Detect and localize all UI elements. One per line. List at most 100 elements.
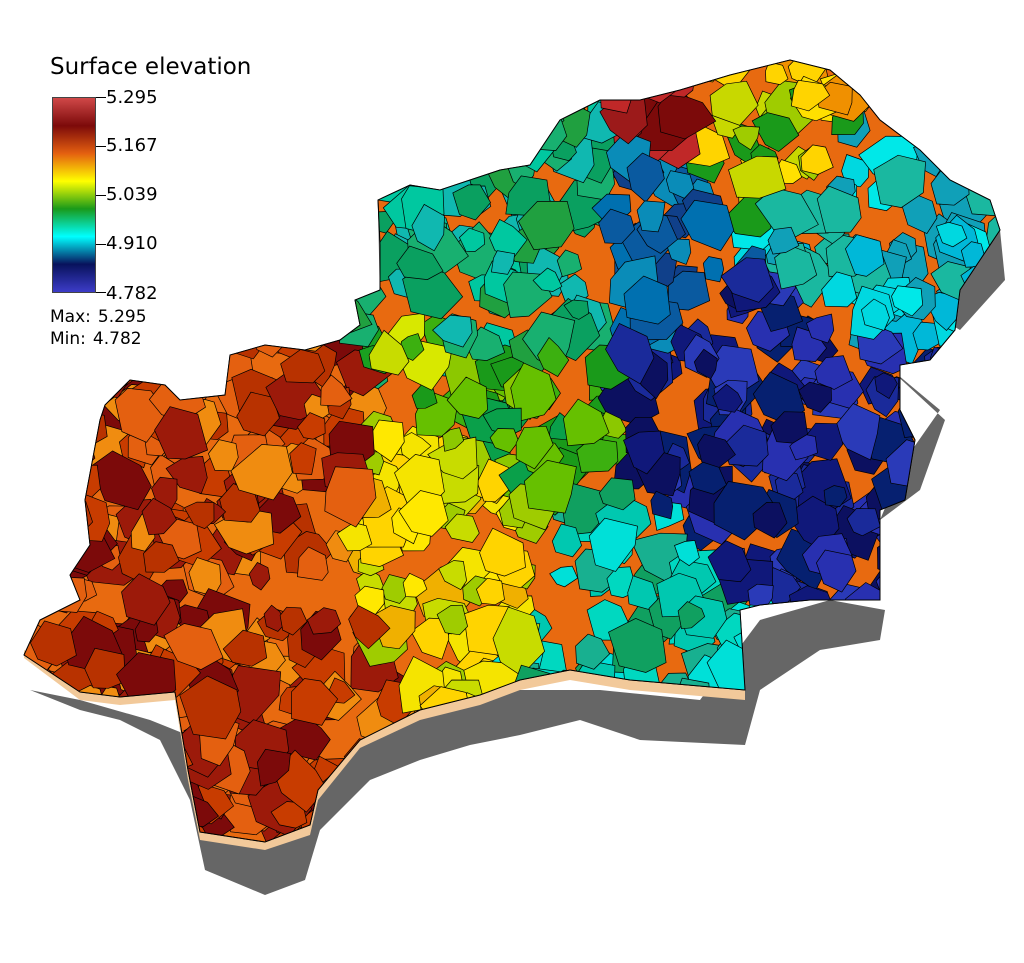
mesh-cell	[263, 604, 287, 632]
mesh-cell	[373, 99, 429, 150]
mesh-cell	[506, 763, 550, 798]
mesh-cell	[541, 60, 604, 91]
tick-label-max: 5.295	[106, 87, 158, 108]
mesh-cell	[324, 466, 377, 528]
mesh-cell	[907, 832, 936, 842]
mesh-cell	[816, 185, 862, 234]
mesh-cell	[650, 815, 711, 842]
mesh-cell	[477, 823, 513, 842]
mesh-cell	[732, 125, 761, 151]
mesh-cell	[32, 494, 93, 546]
mesh-cell	[573, 814, 632, 842]
mesh-cell	[722, 811, 776, 842]
mesh-cell	[906, 646, 933, 671]
mesh-cell	[411, 203, 445, 252]
colorbar-tick	[96, 244, 106, 245]
mesh-cell	[473, 121, 519, 159]
mesh-cell	[608, 618, 667, 673]
mesh-cell	[697, 433, 736, 468]
mesh-cell	[84, 647, 126, 689]
mesh-cell	[24, 400, 37, 432]
colorbar-tick	[96, 146, 106, 147]
mesh-cell	[648, 796, 702, 842]
mesh-cell	[624, 796, 679, 842]
mesh-cell	[961, 815, 1000, 842]
mesh-cell	[674, 540, 700, 567]
mesh-cell	[35, 468, 71, 506]
mesh-cell	[300, 281, 360, 338]
mesh-cell	[434, 97, 482, 138]
mesh-cell	[638, 754, 670, 792]
mesh-cell	[774, 736, 816, 782]
mesh-cell	[542, 805, 584, 842]
mesh-cell	[830, 825, 874, 842]
mesh-cell	[463, 87, 494, 118]
mesh-cell	[930, 809, 964, 833]
mesh-cell	[937, 535, 976, 578]
mesh-cell	[599, 68, 633, 114]
mesh-cell	[359, 804, 388, 837]
mesh-cell	[693, 348, 718, 380]
mesh-cell	[24, 390, 37, 416]
mesh-cell	[57, 740, 98, 784]
mesh-cell	[479, 527, 526, 577]
mesh-cell	[24, 60, 52, 86]
mesh-cell	[922, 727, 953, 757]
mesh-cell	[953, 114, 996, 164]
mesh-cell	[880, 706, 938, 765]
mesh-cell	[959, 758, 1000, 809]
mesh-cell	[977, 457, 1000, 485]
mesh-cell	[445, 83, 498, 134]
mesh-cell	[874, 372, 898, 399]
mesh-cell	[441, 817, 469, 842]
mesh-cell	[24, 479, 62, 531]
mesh-cell	[713, 481, 778, 541]
mesh-cell	[897, 675, 941, 716]
mesh-cell	[436, 604, 468, 636]
mesh-cell	[24, 714, 64, 759]
mesh-cell	[477, 69, 542, 128]
mesh-cell	[706, 759, 767, 815]
mesh-cell	[530, 730, 579, 775]
mesh-cell	[351, 60, 380, 84]
mesh-cell	[806, 823, 852, 842]
mesh-cell	[587, 68, 612, 97]
mesh-cell	[970, 147, 1000, 203]
mesh-cell	[791, 772, 832, 806]
mesh-cell	[290, 242, 348, 296]
mesh-cell	[24, 420, 45, 475]
mesh-cell	[839, 745, 881, 789]
mesh-cell	[321, 159, 358, 203]
tick-label-2: 5.167	[106, 135, 158, 156]
mesh-cell	[623, 430, 665, 475]
mesh-cell	[943, 749, 975, 789]
mesh-cell	[837, 690, 865, 723]
colorbar-tick	[96, 195, 106, 196]
mesh-cell	[943, 742, 979, 775]
mesh-cell	[650, 490, 674, 520]
mesh-cell	[179, 675, 242, 740]
mesh-cell	[297, 202, 326, 234]
mesh-cell	[765, 61, 789, 85]
mesh-cell	[24, 441, 43, 476]
mesh-cell	[444, 513, 480, 543]
mesh-cell	[766, 766, 813, 819]
mesh-cell	[959, 519, 1000, 574]
mesh-cell	[347, 819, 387, 842]
mesh-cell	[877, 60, 923, 103]
mesh-cell	[518, 834, 560, 842]
mesh-cell	[636, 200, 666, 233]
mesh-cell	[975, 811, 1000, 837]
mesh-outline	[23, 59, 1001, 843]
mesh-cell	[563, 299, 590, 320]
mesh-cell	[24, 370, 68, 431]
mesh-cell	[946, 694, 982, 729]
mesh-cell	[539, 820, 569, 842]
mesh-cell	[587, 807, 623, 842]
mesh-cell	[222, 629, 268, 667]
mesh-cell	[30, 436, 71, 470]
mesh-cell	[403, 132, 456, 179]
mesh-cell	[297, 412, 326, 440]
mesh-cell	[320, 374, 353, 407]
